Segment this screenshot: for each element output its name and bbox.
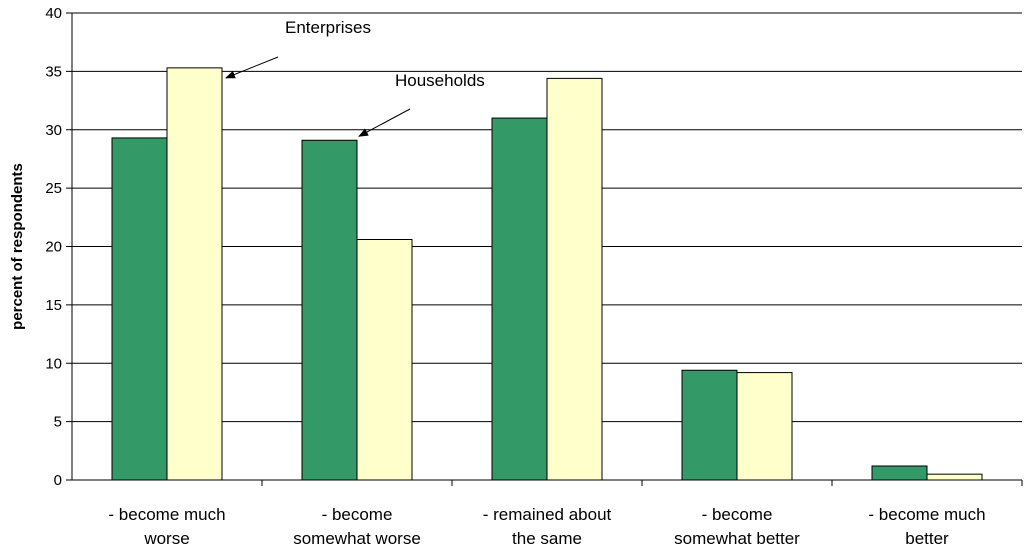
x-category-label: - become much	[108, 505, 225, 524]
y-tick-label: 10	[45, 355, 62, 372]
annotation-arrow	[358, 108, 411, 137]
bar-households-1	[301, 139, 358, 481]
x-category-label: somewhat worse	[293, 529, 421, 548]
y-tick-label: 25	[45, 180, 62, 197]
bar-enterprises-1	[356, 238, 413, 481]
bar-enterprises-3	[736, 372, 793, 481]
axes	[66, 12, 1023, 486]
x-category-label: - become much	[868, 505, 985, 524]
x-category-label: - become	[322, 505, 393, 524]
bar-households-4	[871, 465, 928, 481]
annotation-label: Enterprises	[285, 18, 371, 37]
y-axis-title: percent of respondents	[9, 163, 26, 330]
bar-enterprises-4	[926, 473, 983, 481]
bar-households-3	[681, 369, 738, 481]
bar-households-0	[111, 137, 168, 481]
annotation-arrow	[225, 56, 279, 79]
annotation-label: Households	[395, 71, 485, 90]
x-category-label: - become	[702, 505, 773, 524]
y-tick-label: 15	[45, 297, 62, 314]
y-tick-label: 40	[45, 5, 62, 22]
y-tick-label: 0	[54, 472, 62, 489]
x-category-label: the same	[512, 529, 582, 548]
y-tick-label: 5	[54, 414, 62, 431]
bar-households-2	[491, 117, 548, 481]
y-tick-label: 30	[45, 122, 62, 139]
y-tick-label: 20	[45, 239, 62, 256]
y-tick-label: 35	[45, 63, 62, 80]
x-category-label: better	[905, 529, 949, 548]
x-category-label: worse	[143, 529, 189, 548]
bar-enterprises-0	[166, 67, 223, 481]
bar-enterprises-2	[546, 77, 603, 481]
x-category-label: somewhat better	[674, 529, 800, 548]
labels: 0 5 10 15 20 25 30 35 40 - become much worse - beco…	[9, 5, 986, 548]
x-category-label: - remained about	[483, 505, 612, 524]
bars	[111, 67, 983, 481]
annotations: Enterprises Households	[225, 18, 485, 137]
